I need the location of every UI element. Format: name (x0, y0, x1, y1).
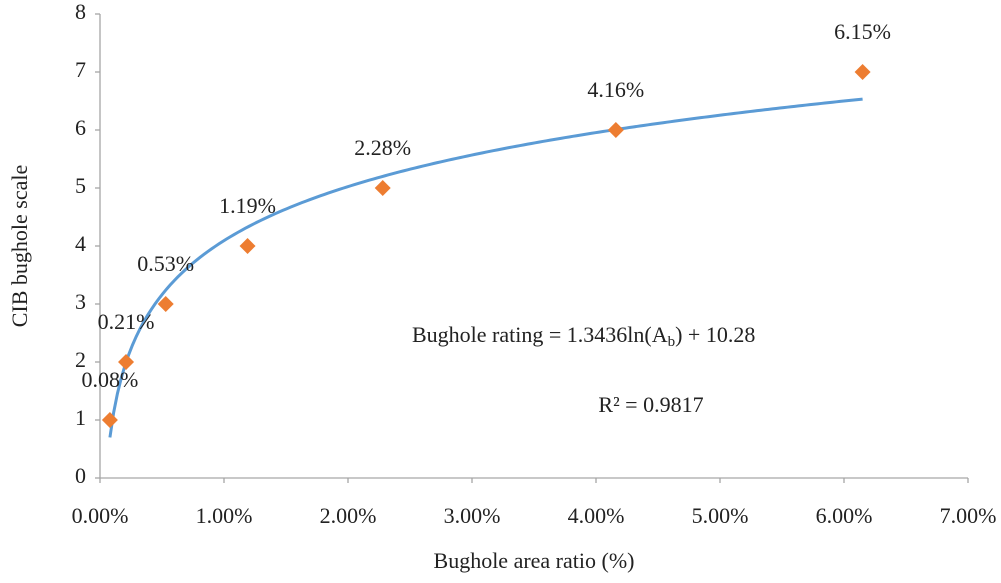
x-tick-label: 3.00% (444, 503, 501, 528)
x-tick-label: 4.00% (568, 503, 625, 528)
x-tick-label: 2.00% (320, 503, 377, 528)
data-label: 0.21% (98, 309, 155, 334)
equation-part: Bughole rating = 1.3436ln(A (412, 322, 668, 347)
x-axis-title: Bughole area ratio (%) (434, 548, 635, 573)
y-tick-label: 7 (75, 57, 86, 82)
y-tick-label: 3 (75, 289, 86, 314)
r-squared: R² = 0.9817 (598, 392, 703, 417)
data-point (101, 412, 118, 428)
y-tick-label: 8 (75, 0, 86, 24)
equation-subscript: b (668, 334, 676, 350)
y-tick-label: 2 (75, 347, 86, 372)
y-axis-title: CIB bughole scale (7, 165, 32, 328)
x-tick-label: 1.00% (196, 503, 253, 528)
data-label: 2.28% (354, 135, 411, 160)
data-label: 0.53% (137, 251, 194, 276)
x-tick-label: 5.00% (692, 503, 749, 528)
y-tick-label: 5 (75, 173, 86, 198)
data-label: 6.15% (834, 19, 891, 44)
data-point (118, 354, 135, 370)
data-point (607, 122, 624, 138)
data-point (239, 238, 256, 254)
trendline (108, 97, 863, 438)
equation-part: ) + 10.28 (675, 322, 755, 347)
x-tick-label: 7.00% (940, 503, 997, 528)
data-label: 4.16% (587, 77, 644, 102)
x-tick-label: 6.00% (816, 503, 873, 528)
data-point (374, 180, 391, 196)
trend-equation: Bughole rating = 1.3436ln(Ab) + 10.28 (412, 322, 755, 350)
y-tick-label: 0 (75, 463, 86, 488)
data-point (157, 296, 174, 312)
y-tick-label: 6 (75, 115, 86, 140)
data-label: 1.19% (219, 193, 276, 218)
y-tick-label: 4 (75, 231, 86, 256)
data-point (854, 64, 871, 80)
y-tick-label: 1 (75, 405, 86, 430)
x-tick-label: 0.00% (72, 503, 129, 528)
data-label: 0.08% (82, 367, 139, 392)
